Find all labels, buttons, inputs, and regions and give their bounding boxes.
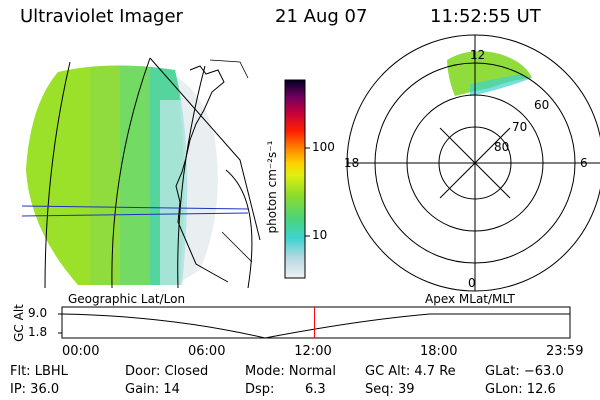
seq-value: Seq: 39 <box>365 382 415 397</box>
colorbar-tick-10: 10 <box>312 228 328 242</box>
mlt-label-12: 12 <box>470 48 486 62</box>
apex-caption: Apex MLat/MLT <box>425 292 515 306</box>
mlat-label-70: 70 <box>512 120 528 134</box>
glon-value: GLon: 12.6 <box>485 382 556 397</box>
date-label: 21 Aug 07 <box>275 6 368 27</box>
ip-value: IP: 36.0 <box>10 382 60 397</box>
timeline-ytick-low: 1.8 <box>28 325 48 339</box>
gain-value: Gain: 14 <box>125 382 180 397</box>
altitude-curve <box>61 313 570 339</box>
timeline-xtick-2: 12:00 <box>294 344 332 359</box>
timeline-xtick-1: 06:00 <box>188 344 226 359</box>
polar-emission-region <box>447 51 532 96</box>
mlt-label-0: 0 <box>468 276 476 290</box>
glat-value: GLat: −63.0 <box>485 364 564 379</box>
colorbar-tick-100: 100 <box>312 140 335 154</box>
mlt-label-6: 6 <box>580 156 588 170</box>
dsp-label: Dsp: <box>245 382 275 397</box>
time-label: 11:52:55 UT <box>430 6 541 27</box>
timeline-axis-label: GC Alt <box>12 304 26 342</box>
gc-alt-value: GC Alt: 4.7 Re <box>365 364 456 379</box>
filter-value: Flt: LBHL <box>10 364 68 379</box>
timeline-ytick-high: 9.0 <box>28 306 48 320</box>
colorbar <box>284 79 310 279</box>
mlat-label-80: 80 <box>494 140 510 154</box>
geo-caption: Geographic Lat/Lon <box>68 292 186 306</box>
door-status: Door: Closed <box>125 364 209 379</box>
timeline-xtick-4: 23:59 <box>546 344 584 359</box>
mlt-label-18: 18 <box>344 156 360 170</box>
dsp-value: 6.3 <box>305 382 326 397</box>
instrument-title: Ultraviolet Imager <box>20 6 183 27</box>
mlat-label-60: 60 <box>534 98 550 112</box>
mode-value: Mode: Normal <box>245 364 336 379</box>
timeline-xtick-0: 00:00 <box>62 344 100 359</box>
timeline-xtick-3: 18:00 <box>420 344 458 359</box>
